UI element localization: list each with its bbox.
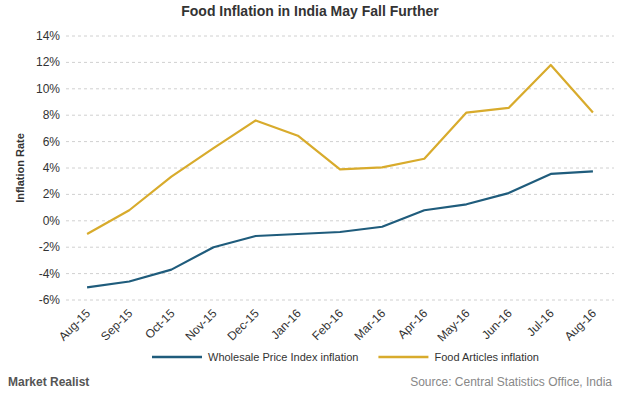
plot-area xyxy=(87,65,593,287)
legend: Wholesale Price Index inflation Food Arti… xyxy=(152,351,539,363)
grid-line xyxy=(66,220,614,221)
x-tick-label: Sep-15 xyxy=(98,306,135,343)
legend-label: Food Articles inflation xyxy=(434,351,539,363)
x-tick-label: Aug-16 xyxy=(562,306,599,343)
grid-line xyxy=(66,300,614,301)
grid-line xyxy=(66,36,614,37)
y-tick-label: -4% xyxy=(39,267,61,281)
x-tick-label: Mar-16 xyxy=(351,306,388,343)
y-tick-label: 12% xyxy=(36,55,60,69)
x-tick-label: Jul-16 xyxy=(524,306,557,339)
x-tick-label: Jan-16 xyxy=(268,306,304,342)
series-line xyxy=(87,65,593,234)
x-tick-label: Feb-16 xyxy=(309,306,346,343)
x-tick-label: May-16 xyxy=(434,306,472,344)
x-tick-label: Nov-15 xyxy=(182,306,219,343)
grid-line xyxy=(66,273,614,274)
grid-line xyxy=(66,88,614,89)
series-line xyxy=(87,171,593,287)
chart-svg: Food Inflation in India May Fall Further… xyxy=(0,0,620,394)
x-tick-label: Apr-16 xyxy=(395,306,431,342)
logo: Market Realist xyxy=(8,375,89,389)
title: Food Inflation in India May Fall Further xyxy=(181,3,439,19)
grid-line xyxy=(66,62,614,63)
y-axis-label: Inflation Rate xyxy=(14,133,26,203)
y-tick-label: 2% xyxy=(43,187,61,201)
x-tick-label: Aug-15 xyxy=(56,306,93,343)
grid-line xyxy=(66,141,614,142)
x-tick-label: Jun-16 xyxy=(479,306,515,342)
x-tick-label: Oct-15 xyxy=(142,306,178,342)
y-tick-label: 4% xyxy=(43,161,61,175)
legend-swatch xyxy=(378,356,428,359)
chart-container: Food Inflation in India May Fall Further… xyxy=(0,0,620,394)
legend-label: Wholesale Price Index inflation xyxy=(208,351,358,363)
grid-line xyxy=(66,115,614,116)
source: Source: Central Statistics Office, India xyxy=(410,375,612,389)
x-tick-label: Dec-15 xyxy=(225,306,262,343)
y-tick-label: 8% xyxy=(43,108,61,122)
grid-line xyxy=(66,247,614,248)
y-tick-label: 10% xyxy=(36,82,60,96)
y-tick-label: 14% xyxy=(36,29,60,43)
y-tick-label: -6% xyxy=(39,293,61,307)
y-tick-label: -2% xyxy=(39,240,61,254)
y-tick-label: 6% xyxy=(43,135,61,149)
y-tick-label: 0% xyxy=(43,214,61,228)
legend-swatch xyxy=(152,356,202,359)
